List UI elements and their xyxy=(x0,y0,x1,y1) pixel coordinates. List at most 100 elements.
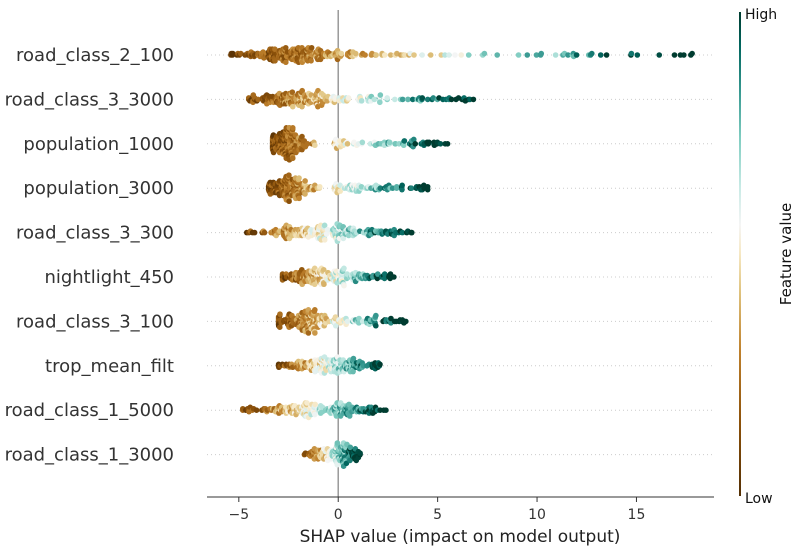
colorbar-high-label: High xyxy=(745,7,777,23)
data-point xyxy=(362,52,368,58)
data-point xyxy=(375,271,381,277)
data-point xyxy=(399,229,406,236)
data-point xyxy=(671,52,678,58)
x-tick-label: 5 xyxy=(433,507,442,523)
data-point xyxy=(289,155,296,162)
data-point xyxy=(383,407,389,414)
data-point xyxy=(392,96,398,103)
data-point xyxy=(312,401,318,408)
data-point xyxy=(359,139,366,146)
data-point xyxy=(444,141,451,147)
data-point xyxy=(299,103,305,110)
data-point xyxy=(272,46,278,52)
data-point xyxy=(448,96,455,103)
data-point xyxy=(403,318,409,325)
data-point xyxy=(358,183,365,190)
data-point xyxy=(409,96,416,103)
feature-label: road_class_1_5000 xyxy=(5,400,174,421)
data-point xyxy=(387,52,394,58)
data-point xyxy=(481,50,488,57)
data-point xyxy=(419,52,425,58)
data-point xyxy=(308,44,315,51)
data-point xyxy=(344,141,351,147)
data-point xyxy=(373,52,379,58)
data-point xyxy=(419,95,426,101)
data-point xyxy=(408,185,415,191)
feature-label: trop_mean_filt xyxy=(45,356,174,377)
feature-label: population_1000 xyxy=(23,134,174,155)
data-point xyxy=(442,52,448,58)
data-point xyxy=(320,266,327,273)
data-point xyxy=(347,444,354,451)
data-point xyxy=(371,96,378,103)
data-point xyxy=(357,450,363,456)
data-point xyxy=(597,52,604,58)
data-point xyxy=(381,271,388,277)
data-point xyxy=(589,50,595,57)
data-point xyxy=(377,92,384,98)
data-point xyxy=(296,175,302,181)
data-point xyxy=(251,229,258,236)
x-tick-label: −5 xyxy=(228,507,249,523)
data-point xyxy=(402,52,408,58)
feature-label: road_class_3_300 xyxy=(16,223,174,244)
data-point xyxy=(344,318,351,325)
x-tick-label: 15 xyxy=(628,507,646,523)
data-point xyxy=(302,178,308,184)
data-point xyxy=(321,222,328,229)
data-point xyxy=(424,186,431,193)
data-point xyxy=(238,50,244,57)
data-point xyxy=(286,172,292,178)
data-point xyxy=(347,457,353,464)
data-point xyxy=(384,95,390,101)
data-point xyxy=(289,103,296,110)
data-point xyxy=(411,52,417,58)
data-point xyxy=(350,368,356,375)
feature-label: population_3000 xyxy=(23,178,174,199)
data-point xyxy=(277,311,283,317)
data-point xyxy=(452,52,458,58)
x-axis-ticks: −5 0 5 10 15 xyxy=(228,497,645,523)
data-point xyxy=(312,307,318,313)
data-point xyxy=(312,330,318,336)
data-point xyxy=(634,52,641,58)
data-point xyxy=(412,141,419,147)
feature-labels: road_class_2_100 road_class_3_3000populat… xyxy=(5,45,174,466)
data-point xyxy=(338,50,345,57)
data-point xyxy=(437,141,444,147)
data-point xyxy=(458,52,465,58)
data-point xyxy=(253,407,260,414)
data-point xyxy=(358,98,365,104)
data-point xyxy=(346,413,353,419)
data-point xyxy=(393,183,400,190)
data-point xyxy=(299,87,305,94)
feature-label: road_class_3_100 xyxy=(16,311,174,332)
data-point xyxy=(334,440,341,446)
data-point xyxy=(396,141,402,147)
feature-label: road_class_3_3000 xyxy=(5,89,174,110)
data-point xyxy=(296,195,302,202)
data-point xyxy=(333,322,339,329)
data-point xyxy=(382,52,388,58)
data-point xyxy=(304,400,310,406)
data-point xyxy=(374,275,381,282)
data-point xyxy=(321,237,328,243)
data-point xyxy=(426,139,432,146)
data-point xyxy=(628,50,635,57)
data-point xyxy=(401,138,408,144)
data-point xyxy=(470,96,477,103)
data-point xyxy=(334,461,341,468)
data-point xyxy=(381,275,388,282)
data-point xyxy=(399,96,406,103)
colorbar-title: Feature value xyxy=(777,203,795,305)
data-point xyxy=(377,99,383,106)
data-point xyxy=(261,229,268,236)
data-point xyxy=(400,142,407,149)
data-point xyxy=(377,185,384,191)
data-point xyxy=(515,52,522,58)
data-point xyxy=(446,52,452,58)
data-point xyxy=(276,324,283,331)
data-point xyxy=(424,96,431,103)
feature-label: nightlight_450 xyxy=(44,267,174,288)
